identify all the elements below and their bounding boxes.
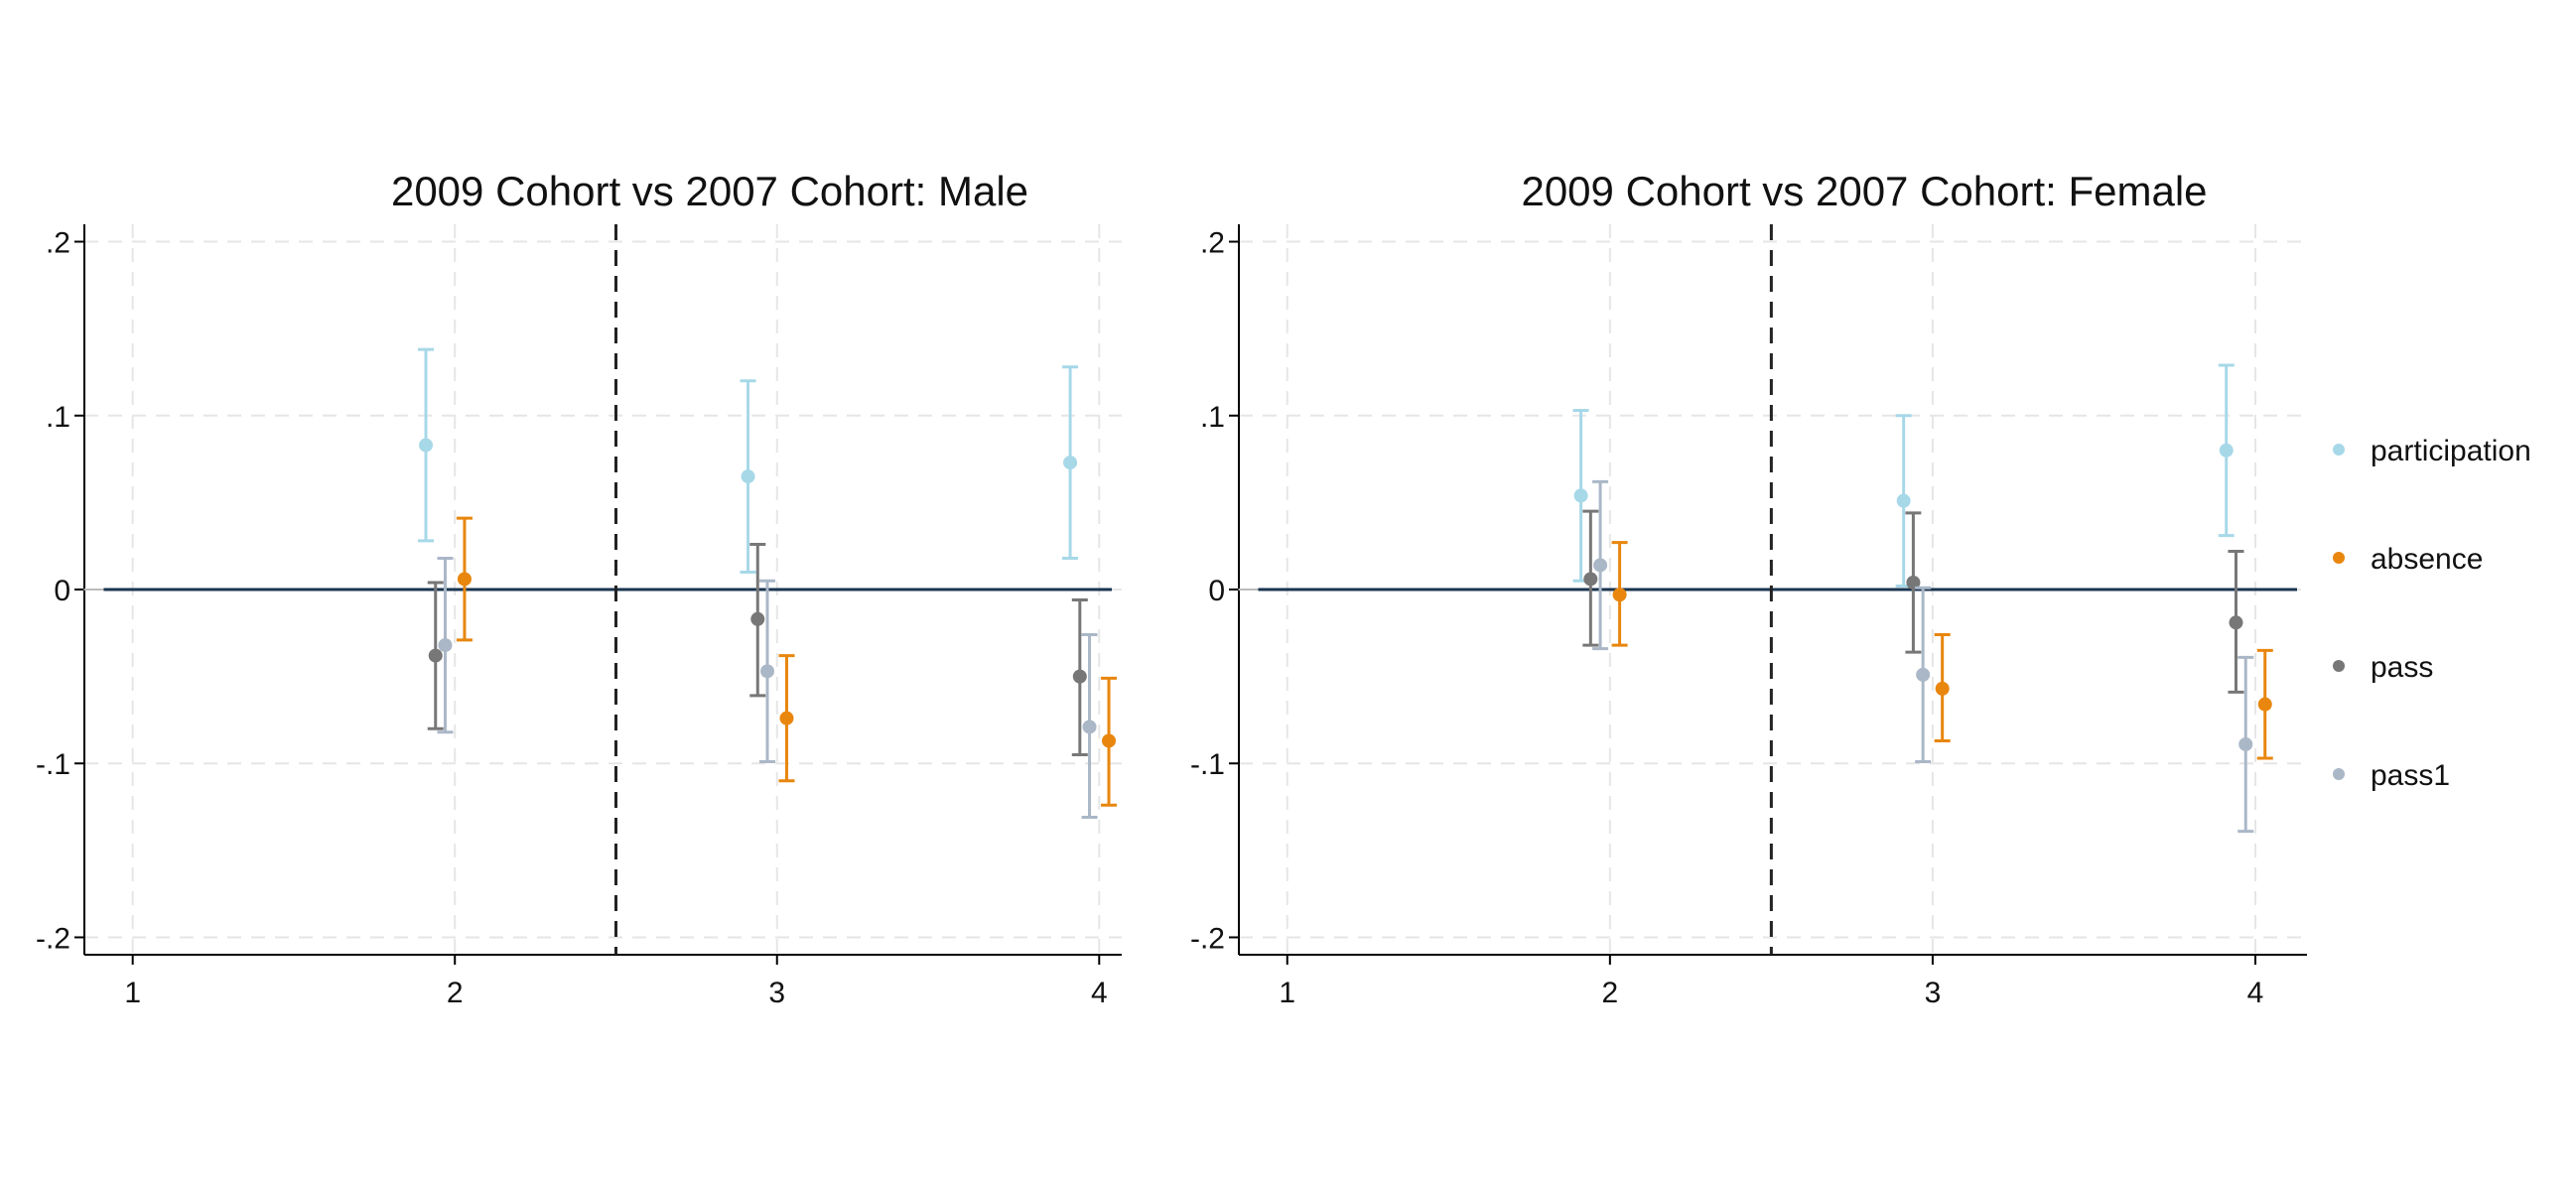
point-absence [1935,681,1950,696]
x-tick-label: 1 [1279,977,1295,1009]
y-tick-label: 0 [1208,575,1225,607]
y-tick-label: .2 [1200,227,1225,260]
point-pass [1906,575,1921,590]
panel-title-male: 2009 Cohort vs 2007 Cohort: Male [391,168,1028,214]
panel-male: 2009 Cohort vs 2007 Cohort: Male .2 .1 0 -.… [36,168,1122,1009]
point-participation [1573,488,1588,503]
point-participation [1896,493,1911,508]
panel-female: 2009 Cohort vs 2007 Cohort: Female .2 .1 0… [1190,168,2307,1009]
y-tick-label: -.1 [36,748,70,781]
y-tick-label: .1 [46,401,70,434]
point-participation [2219,443,2234,458]
x-tick-label: 2 [1601,977,1618,1009]
point-pass [428,648,443,663]
point-pass [1072,669,1087,684]
x-tick-label: 1 [124,977,141,1009]
legend-marker-pass [2333,660,2345,672]
legend-item-participation: participation [2333,435,2531,467]
x-tick-label: 4 [2247,977,2264,1009]
point-absence [1612,588,1627,602]
legend-item-pass: pass [2333,651,2433,684]
y-tick-label: -.2 [36,922,70,955]
legend-label-absence: absence [2371,543,2483,576]
legend-label-pass1: pass1 [2371,759,2450,792]
point-participation [419,438,434,453]
x-tick-label: 3 [1925,977,1942,1009]
x-tick-label: 2 [447,977,464,1009]
point-participation [1063,456,1078,470]
point-pass1 [1916,667,1931,682]
legend-marker-absence [2333,552,2345,564]
plot-area-male: .2 .1 0 -.1 -.2 1 2 3 4 [36,224,1122,1009]
legend-item-pass1: pass1 [2333,759,2450,792]
legend-marker-participation [2333,444,2345,456]
y-tick-label: 0 [54,575,70,607]
legend-label-pass: pass [2371,651,2433,684]
point-pass [2229,615,2243,630]
legend-item-absence: absence [2333,543,2483,576]
point-pass1 [1082,720,1097,734]
y-tick-label: .2 [46,227,70,260]
legend-marker-pass1 [2333,768,2345,780]
point-pass1 [760,664,775,679]
x-tick-label: 3 [768,977,785,1009]
point-participation [741,469,755,484]
y-tick-label: .1 [1200,401,1225,434]
y-tick-label: -.2 [1190,922,1225,955]
point-absence [1102,733,1117,748]
point-pass1 [438,638,453,653]
point-pass [750,611,765,626]
legend-label-participation: participation [2371,435,2531,467]
point-pass1 [2238,736,2253,751]
legend: participation absence pass pass1 [2333,435,2531,792]
plot-area-female: .2 .1 0 -.1 -.2 1 2 3 4 [1190,224,2307,1009]
point-absence [2257,697,2272,712]
y-tick-label: -.1 [1190,748,1225,781]
panel-title-female: 2009 Cohort vs 2007 Cohort: Female [1521,168,2207,214]
point-pass1 [1593,558,1608,573]
point-pass [1583,572,1598,587]
point-absence [779,711,794,725]
point-absence [457,572,472,587]
x-tick-label: 4 [1091,977,1108,1009]
